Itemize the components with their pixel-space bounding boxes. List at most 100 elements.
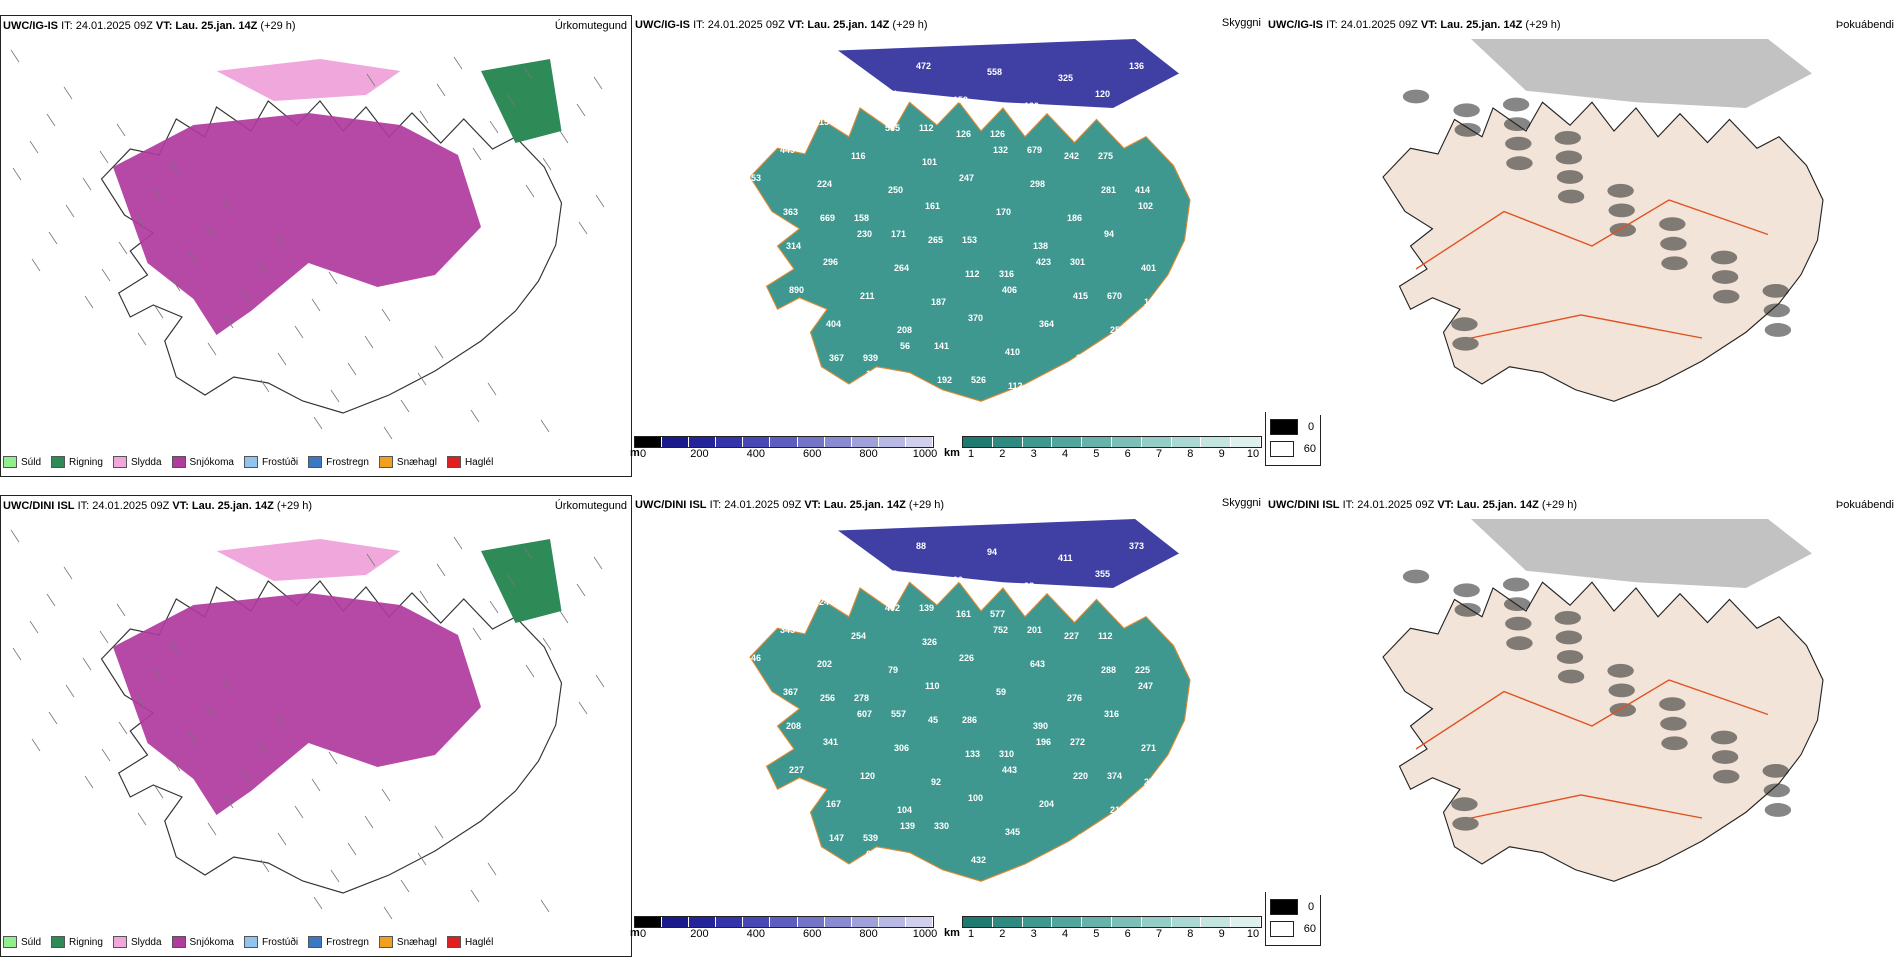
wind-barb [275, 234, 285, 248]
panel-header: UWC/IG-IS IT: 24.01.2025 09Z VT: Lau. 25… [635, 19, 928, 31]
cloud-base-label: 226 [959, 653, 974, 663]
wind-barb [135, 214, 145, 228]
wind-barb [595, 674, 605, 688]
wind-barb [540, 899, 550, 913]
colorbar-step [992, 917, 1023, 927]
legend-label: Slydda [130, 456, 162, 468]
cloud-base-label: 132 [993, 145, 1008, 155]
cloud-base-label: 414 [1135, 185, 1150, 195]
wind-barb [540, 419, 550, 433]
visibility-colorbar: 1 2 3 4 5 6 7 8 9 10 km [944, 916, 1262, 942]
colorbar-tick: 800 [859, 928, 878, 940]
cloud-base-label: 69 [866, 849, 876, 859]
terrain-shade [1764, 803, 1792, 817]
terrain-shade [1504, 597, 1531, 611]
wind-barb [31, 258, 41, 272]
wind-barb [275, 714, 285, 728]
cloud-base-label: 159 [953, 95, 968, 105]
legend-item: Haglél [446, 456, 494, 468]
cloud-base-label: 112 [1098, 631, 1113, 641]
cloud-base-label: 208 [786, 721, 801, 731]
terrain-shade [1454, 122, 1481, 137]
cloud-base-label: 301 [1070, 257, 1085, 267]
cloud-base-label: 59 [996, 687, 1006, 697]
cloud-base-label: 98 [1024, 581, 1034, 591]
low-cloud-area [838, 39, 1179, 108]
panel-header: UWC/DINI ISL IT: 24.01.2025 09Z VT: Lau.… [635, 499, 945, 511]
cloud-base-label: 363 [783, 207, 798, 217]
panel-header: UWC/DINI ISL IT: 24.01.2025 09Z VT: Lau.… [3, 500, 313, 512]
colorbar-step [851, 917, 879, 927]
colorbar-tick: 600 [803, 448, 822, 460]
colorbar-tick: 800 [859, 448, 878, 460]
legend-item: Súld [3, 456, 41, 468]
terrain-shade [1609, 703, 1636, 717]
cloud-base-label: 400 [712, 653, 727, 663]
terrain-shade [1453, 583, 1480, 598]
cloud-base-label: 141 [703, 541, 718, 551]
colorbar-step [1022, 917, 1053, 927]
colorbar-step [1231, 437, 1261, 447]
colorbar-step [1201, 917, 1232, 927]
colorbar-tick: 3 [1030, 928, 1037, 940]
cloud-base-label: 390 [1033, 721, 1048, 731]
wind-barb [472, 627, 482, 641]
cloud-base-label: 202 [817, 659, 832, 669]
cloud-base-label: 45 [928, 715, 938, 725]
terrain-shade [1451, 317, 1478, 332]
cloud-base-label: 264 [894, 263, 909, 273]
cloud-base-label: 80 [1147, 821, 1157, 831]
cloud-base-label: 138 [1033, 241, 1048, 251]
cloud-base-label: 139 [900, 821, 915, 831]
cloud-base-label: 125 [882, 569, 897, 579]
cloud-base-label: 203 [740, 547, 755, 557]
cloud-base-label: 150 [777, 581, 792, 591]
cloud-base-panel-1: UWC/IG-IS IT: 24.01.2025 09Z VT: Lau. 25… [633, 15, 1265, 455]
cloud-base-label: 311 [749, 207, 764, 217]
terrain-shade [1505, 616, 1532, 631]
cloud-base-label: 404 [826, 319, 841, 329]
wind-barb [383, 906, 393, 920]
cloud-base-label: 141 [934, 341, 949, 351]
terrain-shade [1711, 750, 1739, 764]
snow-area [113, 113, 481, 335]
wind-barb [154, 305, 164, 319]
cloud-base-label: 423 [1036, 257, 1051, 267]
colorbar-tick: 8 [1187, 448, 1194, 460]
rain-area [481, 59, 562, 143]
wind-barb [171, 278, 181, 292]
terrain-shade [1402, 569, 1430, 584]
wind-barb [241, 768, 251, 782]
cloud-base-label: 558 [987, 67, 1002, 77]
wind-barb [137, 332, 147, 346]
colorbar-step [1171, 437, 1202, 447]
cloud-base-label: 89 [709, 637, 719, 647]
cloud-base-label: 253 [746, 173, 761, 183]
wind-barb [576, 103, 586, 117]
cloud-base-label: 298 [1030, 179, 1045, 189]
legend-label: Haglél [464, 456, 494, 468]
legend-swatch [3, 456, 17, 468]
road-line [1415, 679, 1769, 819]
terrain-shade [1504, 117, 1531, 131]
wind-barb [65, 204, 75, 218]
legend-swatch [112, 456, 127, 468]
colorbar-tick: 1 [967, 448, 975, 460]
terrain-shade [1452, 816, 1479, 831]
terrain-shade [1554, 131, 1581, 145]
cloud-base-label: 119 [774, 547, 789, 557]
wind-barb [260, 379, 270, 393]
colorbar-tick: 2 [999, 928, 1006, 940]
colorbar-step [851, 437, 879, 447]
legend-swatch [243, 456, 258, 468]
cloud-base-label: 589 [1042, 861, 1057, 871]
cloud-base-label: 112 [919, 123, 934, 133]
terrain-shade [1713, 289, 1740, 304]
colorbar-tick: 200 [690, 928, 709, 940]
legend-swatch [112, 936, 127, 948]
cloud-base-label: 139 [919, 603, 934, 613]
cloud-base-label: 286 [962, 715, 977, 725]
cloud-base-label: 167 [826, 799, 841, 809]
wind-barb [135, 694, 145, 708]
legend-item: Rigning [51, 936, 103, 948]
